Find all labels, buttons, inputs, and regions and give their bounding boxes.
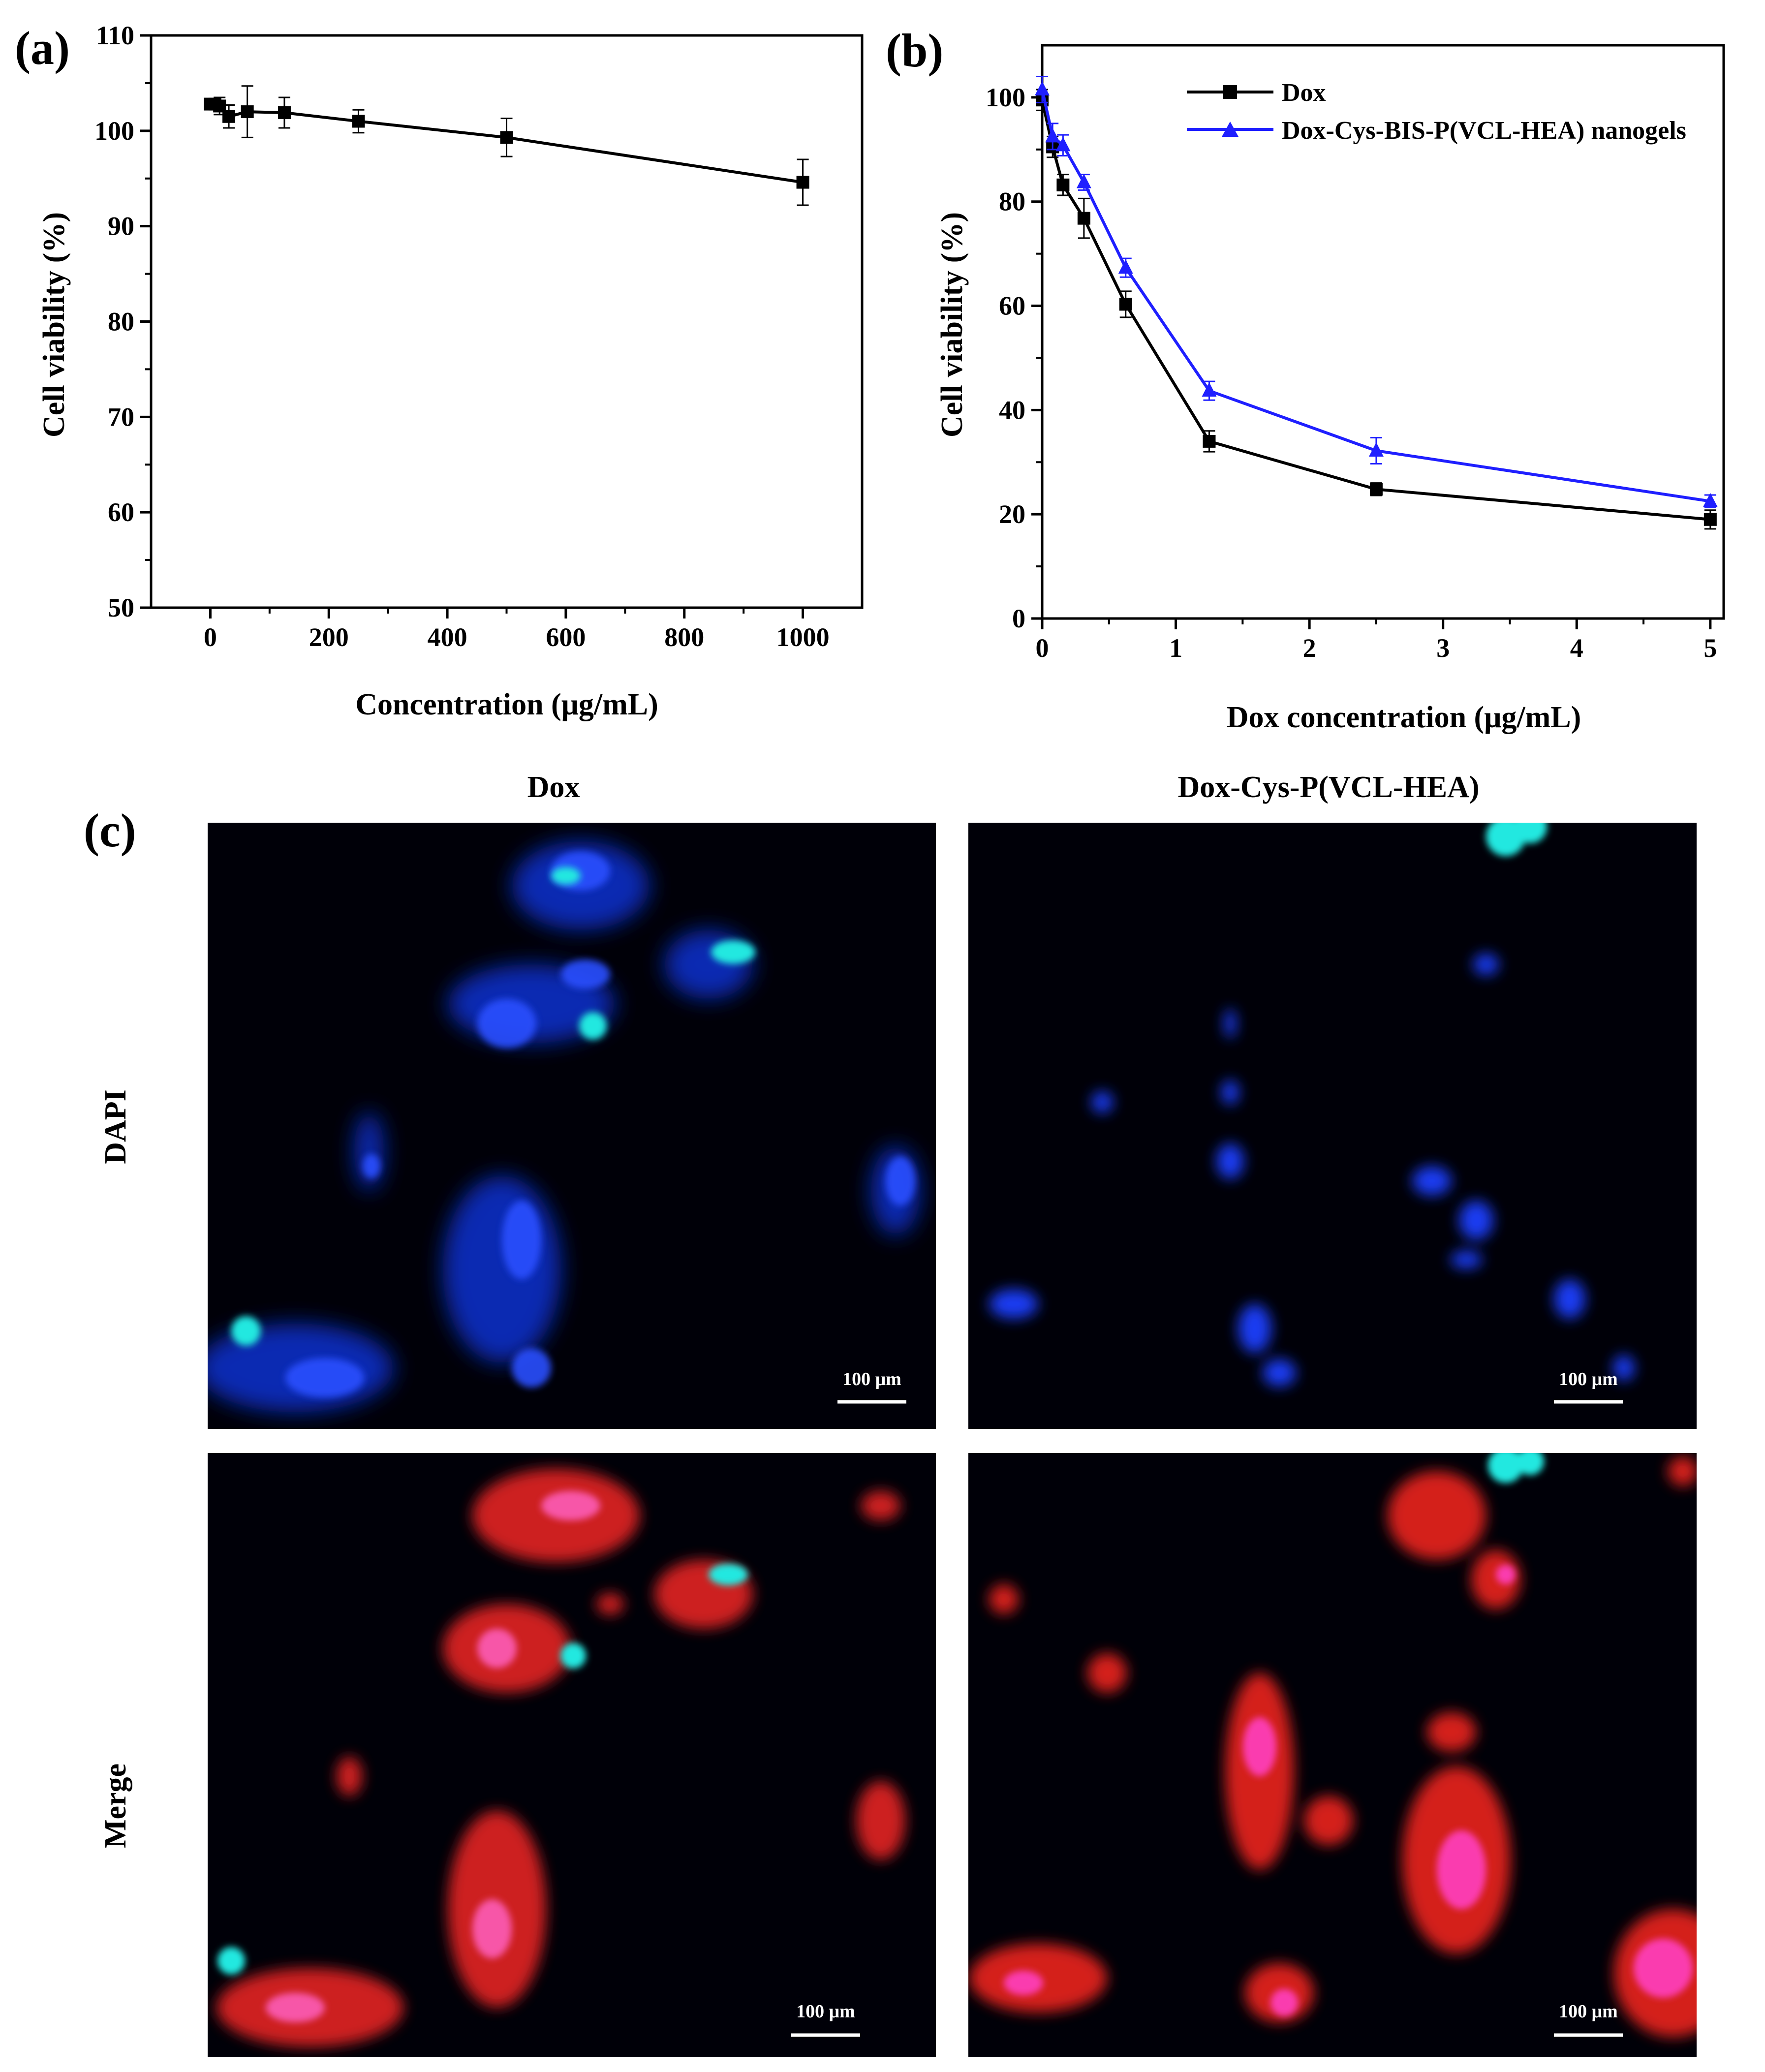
- data-point-b: [1045, 128, 1060, 143]
- data-point-b: [1035, 81, 1050, 96]
- row-label-merge: Merge: [99, 1763, 132, 1848]
- legend-marker-dox: [1223, 85, 1237, 99]
- legend-b: Dox Dox-Cys-BIS-P(VCL-HEA) nanogels: [1187, 79, 1686, 145]
- micrograph-dox-dapi: 100 μm: [208, 823, 936, 1429]
- y-tick-label-b: 40: [999, 395, 1025, 425]
- x-tick-label-b: 2: [1303, 633, 1316, 663]
- merge-cells: [217, 1469, 905, 2047]
- data-point-b: [1118, 259, 1133, 274]
- data-point-a: [500, 131, 513, 144]
- data-point-b: [1077, 212, 1090, 225]
- x-tick-label-b: 1: [1169, 633, 1182, 663]
- x-tick-label-a: 200: [309, 622, 349, 652]
- y-axis-title-b: Cell viability (%): [935, 212, 969, 437]
- micrograph-nanogel-dapi: 100 μm: [968, 823, 1697, 1429]
- data-point-b: [1368, 442, 1384, 457]
- micrograph-nanogel-merge: 100 μm: [968, 1453, 1697, 2057]
- y-axis-title-a: Cell viability (%): [37, 212, 71, 437]
- plot-area-b: 0 1 2 3 4 5 0 20 40 60 80 100: [986, 44, 1725, 663]
- y-tick-label-a: 80: [108, 307, 134, 337]
- axes-frame-b: [1041, 44, 1725, 620]
- x-tick-label-b: 4: [1570, 633, 1583, 663]
- panel-label-a: (a): [15, 22, 70, 74]
- legend-label-nanogels: Dox-Cys-BIS-P(VCL-HEA) nanogels: [1282, 117, 1686, 145]
- chart-b: 0 1 2 3 4 5 0 20 40 60 80 100 Dox concentration (μg…: [935, 44, 1725, 734]
- x-tick-label-a: 800: [664, 622, 704, 652]
- x-tick-label-a: 400: [428, 622, 467, 652]
- x-axis-title-a: Concentration (μg/mL): [355, 688, 658, 721]
- data-point-a: [222, 110, 236, 123]
- y-tick-label-a: 70: [108, 402, 134, 432]
- y-tick-label-b: 0: [1012, 604, 1025, 633]
- x-tick-label-b: 5: [1703, 633, 1717, 663]
- data-point-b: [1056, 178, 1070, 191]
- data-point-b: [1703, 513, 1717, 526]
- scale-bar-label-2: 100 μm: [1559, 1369, 1618, 1390]
- chart-a: 0 200 400 600 800 1000 50 60 70 80 90 100 110 Concen…: [37, 21, 864, 721]
- x-tick-label-a: 600: [546, 622, 586, 652]
- scale-bar-label-1: 100 μm: [842, 1369, 901, 1390]
- y-tick-label-b: 20: [999, 499, 1025, 529]
- data-point-b: [1369, 483, 1383, 496]
- micrograph-dox-merge: 100 μm: [208, 1453, 936, 2057]
- legend-label-dox: Dox: [1282, 79, 1326, 107]
- data-point-a: [241, 105, 254, 119]
- data-point-a: [352, 115, 365, 128]
- panel-c-micrographs: Dox Dox-Cys-P(VCL-HEA) DAPI Merge: [99, 771, 1697, 2057]
- panel-label-b: (b): [886, 24, 943, 77]
- x-tick-label-b: 0: [1036, 633, 1049, 663]
- x-axis-title-b: Dox concentration (μg/mL): [1227, 701, 1581, 734]
- legend-marker-nanogels: [1222, 122, 1239, 137]
- panel-label-c: (c): [84, 804, 136, 857]
- data-point-b: [1202, 382, 1217, 397]
- x-tick-label-b: 3: [1436, 633, 1450, 663]
- data-point-b: [1055, 137, 1071, 152]
- y-tick-label-a: 100: [94, 116, 134, 146]
- y-tick-label-b: 60: [999, 291, 1025, 321]
- y-tick-label-b: 80: [999, 187, 1025, 216]
- plot-area-a: 0 200 400 600 800 1000 50 60 70 80 90 100 110: [94, 21, 864, 652]
- y-tick-label-b: 100: [986, 83, 1025, 112]
- dapi-cells: [208, 841, 920, 1412]
- y-tick-label-a: 110: [96, 21, 134, 50]
- data-point-b: [1076, 174, 1091, 188]
- x-tick-label-a: 1000: [776, 622, 830, 652]
- data-point-b: [1119, 298, 1132, 311]
- y-tick-label-a: 60: [108, 497, 134, 527]
- dapi-cells: [989, 823, 1635, 1387]
- y-tick-label-a: 90: [108, 212, 134, 241]
- y-tick-label-a: 50: [108, 593, 134, 622]
- data-point-b: [1703, 493, 1718, 507]
- row-label-dapi: DAPI: [99, 1089, 132, 1164]
- data-point-a: [796, 176, 809, 189]
- scale-bar-label-4: 100 μm: [1559, 2001, 1618, 2022]
- merge-cells: [969, 1453, 1697, 2037]
- data-point-a: [278, 106, 291, 120]
- data-point-b: [1203, 434, 1216, 448]
- scale-bar-label-3: 100 μm: [796, 2001, 855, 2022]
- column-title-nanogel: Dox-Cys-P(VCL-HEA): [1177, 771, 1479, 804]
- x-tick-label-a: 0: [204, 622, 217, 652]
- column-title-dox: Dox: [527, 771, 580, 804]
